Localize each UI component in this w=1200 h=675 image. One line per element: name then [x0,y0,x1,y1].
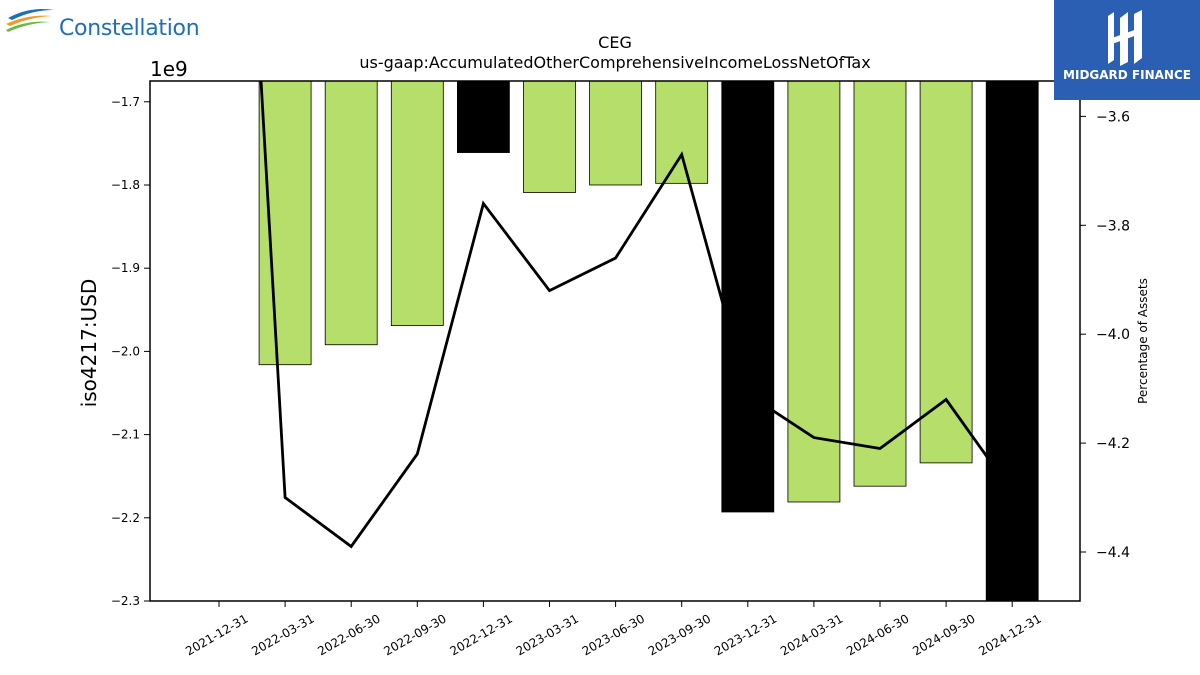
x-axis: 2021-12-312022-03-312022-06-302022-09-30… [183,601,1044,658]
constellation-logo: Constellation [4,4,214,44]
bar-2024-03-31 [787,80,841,503]
y2-tick-label: −4.0 [1096,327,1130,343]
bar-2022-09-30 [390,80,444,327]
y2-axis-label: Percentage of Assets [1136,278,1150,404]
bar-2023-06-30 [589,80,642,186]
y2-tick-label: −4.2 [1096,436,1130,452]
chart-subtitle: us-gaap:AccumulatedOtherComprehensiveInc… [359,53,870,72]
bar-2023-09-30 [655,80,709,184]
y-axis-right: −3.6 −3.8 −4.0 −4.2 −4.4 [1080,109,1130,561]
y-tick-label: −1.9 [111,261,140,275]
y2-tick-label: −3.6 [1096,109,1130,125]
y-offset-label: 1e9 [150,57,188,81]
bar-2022-12-31 [456,80,510,153]
bar-2023-12-31 [721,80,775,513]
y-tick-label: −2.3 [111,594,140,608]
y-tick-label: −1.8 [111,178,140,192]
midgard-monogram-icon [1108,10,1142,66]
x-tick-label: 2023-06-30 [580,611,647,658]
chart-title: CEG [598,33,632,52]
x-tick-label: 2023-09-30 [646,611,713,658]
bar-2023-03-31 [523,80,576,193]
y-tick-label: −2.2 [111,511,140,525]
x-tick-label: 2021-12-31 [183,611,250,658]
line-layer [259,81,1014,549]
x-tick-label: 2023-12-31 [712,611,779,658]
x-tick-label: 2022-06-30 [315,611,382,658]
x-tick-label: 2022-03-31 [249,611,316,658]
constellation-logo-text: Constellation [59,16,200,41]
y-axis-left: −1.7 −1.8 −1.9 −2.0 −2.1 −2.2 −2.3 [111,95,150,608]
y2-tick-label: −3.8 [1096,218,1130,234]
plot-frame [149,80,1081,602]
constellation-swoosh-icon [6,9,54,32]
y2-tick-label: −4.4 [1096,545,1130,561]
y-axis-label: iso4217:USD [77,279,101,408]
bar-2024-12-31 [985,80,1039,602]
bars-layer [258,80,1039,602]
y-tick-label: −2.0 [111,344,140,358]
y-tick-label: −1.7 [111,95,140,109]
x-tick-label: 2024-06-30 [844,611,911,658]
y-tick-label: −2.1 [111,428,140,442]
x-tick-label: 2022-12-31 [447,611,514,658]
midgard-logo-text: MIDGARD FINANCE [1063,68,1191,82]
bar-2022-06-30 [324,80,378,346]
series-line [259,81,1014,549]
x-tick-label: 2023-03-31 [514,611,581,658]
x-tick-label: 2024-09-30 [910,611,977,658]
bar-2022-03-31 [258,80,312,366]
bar-2024-06-30 [853,80,907,487]
midgard-logo: MIDGARD FINANCE [1054,0,1200,100]
bar-2024-09-30 [919,80,973,464]
x-tick-label: 2024-03-31 [778,611,845,658]
x-tick-label: 2022-09-30 [381,611,448,658]
x-tick-label: 2024-12-31 [976,611,1043,658]
